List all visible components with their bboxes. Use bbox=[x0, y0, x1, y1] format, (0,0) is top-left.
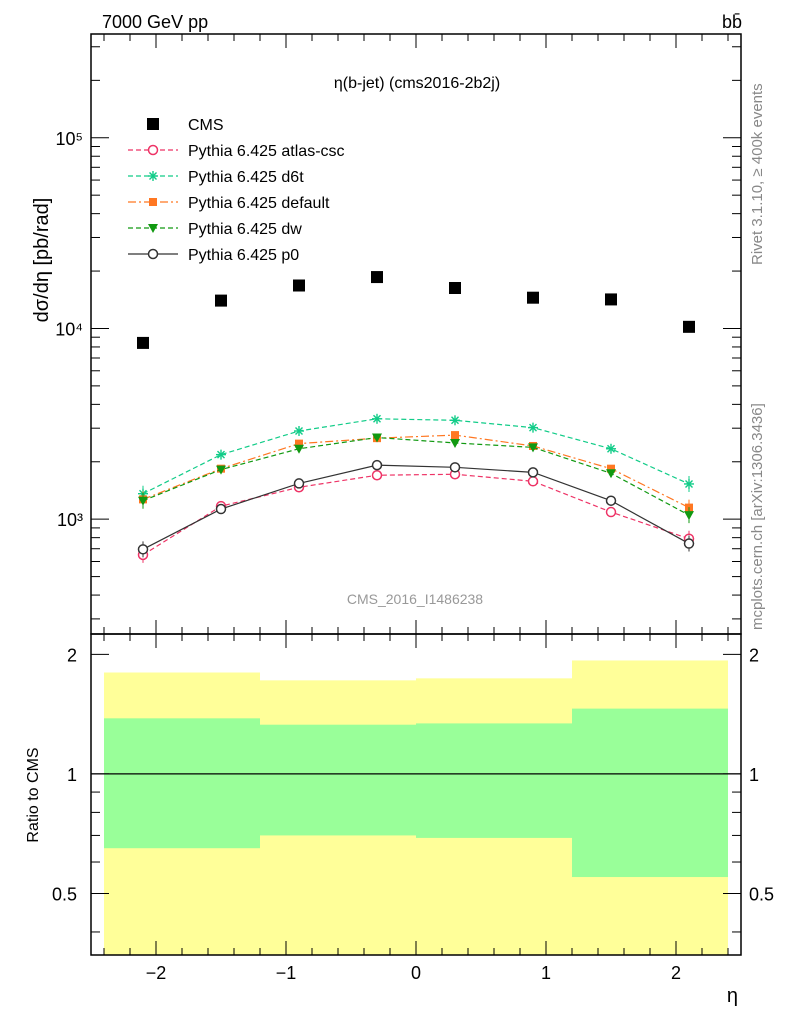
ratio-y-tick-label: 2 bbox=[67, 645, 77, 665]
data-point bbox=[606, 443, 616, 454]
chart-title: η(b-jet) (cms2016-2b2j) bbox=[334, 75, 500, 92]
ratio-inner-band bbox=[104, 718, 260, 849]
data-point bbox=[450, 438, 460, 448]
data-point bbox=[147, 118, 159, 130]
ratio-inner-band bbox=[572, 708, 728, 878]
ratio-y-tick-label: 0.5 bbox=[52, 884, 77, 904]
data-point bbox=[371, 459, 383, 471]
data-point bbox=[372, 433, 382, 443]
data-point bbox=[295, 439, 303, 448]
legend-entry: Pythia 6.425 dw bbox=[128, 221, 302, 238]
data-point bbox=[294, 425, 304, 436]
ratio-inner-band bbox=[260, 724, 416, 836]
x-tick-label: 1 bbox=[541, 963, 551, 983]
x-tick-label: 0 bbox=[411, 963, 421, 983]
legend-entry: Pythia 6.425 atlas-csc bbox=[128, 143, 345, 160]
x-tick-label: −2 bbox=[146, 963, 167, 983]
data-point bbox=[148, 224, 158, 233]
data-point bbox=[528, 422, 538, 433]
data-point bbox=[605, 293, 617, 306]
data-point bbox=[293, 478, 305, 489]
data-point bbox=[138, 496, 148, 506]
data-point bbox=[449, 462, 461, 473]
data-point bbox=[371, 469, 383, 481]
data-point bbox=[215, 294, 227, 307]
data-point bbox=[528, 443, 538, 453]
data-point bbox=[449, 282, 461, 295]
x-tick-label: −1 bbox=[276, 963, 297, 983]
series-line bbox=[142, 436, 690, 516]
legend-entry: Pythia 6.425 p0 bbox=[128, 247, 299, 264]
data-point bbox=[216, 449, 226, 460]
legend-entry: Pythia 6.425 default bbox=[128, 195, 330, 212]
ratio-inner-band bbox=[416, 723, 572, 838]
data-point bbox=[372, 413, 382, 424]
data-point bbox=[371, 271, 383, 284]
data-point bbox=[215, 503, 227, 515]
series-line bbox=[142, 418, 690, 495]
series-5 bbox=[137, 459, 695, 558]
main-y-axis-label: dσ/dη [pb/rad] bbox=[31, 198, 53, 323]
mcplots-reference-note: mcplots.cern.ch [arXiv:1306.3436] bbox=[749, 403, 766, 630]
series-0 bbox=[137, 271, 695, 349]
series-line bbox=[142, 473, 690, 556]
legend-entry: Pythia 6.425 d6t bbox=[128, 169, 304, 186]
legend-label: Pythia 6.425 d6t bbox=[188, 169, 304, 186]
ratio-y-axis-label: Ratio to CMS bbox=[25, 747, 42, 842]
series-line bbox=[142, 464, 690, 550]
data-point bbox=[527, 476, 539, 487]
ratio-y-tick-label-right: 1 bbox=[749, 765, 759, 785]
legend-label: Pythia 6.425 atlas-csc bbox=[188, 143, 345, 160]
data-point bbox=[683, 320, 695, 333]
data-point bbox=[137, 544, 149, 555]
data-point bbox=[684, 478, 694, 489]
legend: CMS Pythia 6.425 atlas-csc Pythia 6.425 d6… bbox=[128, 117, 345, 264]
series-line bbox=[142, 434, 690, 509]
data-point bbox=[450, 415, 460, 426]
data-point bbox=[606, 469, 616, 479]
ratio-y-tick-label-right: 0.5 bbox=[749, 884, 774, 904]
data-point bbox=[293, 279, 305, 292]
data-point bbox=[137, 336, 149, 349]
data-point bbox=[147, 144, 159, 156]
data-point bbox=[605, 495, 617, 506]
data-point bbox=[684, 511, 694, 521]
ratio-y-tick-label-right: 2 bbox=[749, 645, 759, 665]
series-4 bbox=[138, 433, 694, 524]
chart-watermark: CMS_2016_I1486238 bbox=[347, 591, 483, 607]
legend-label: Pythia 6.425 default bbox=[188, 195, 330, 212]
data-point bbox=[148, 171, 158, 181]
data-point bbox=[216, 465, 226, 475]
data-point bbox=[149, 198, 157, 206]
header-energy-label: 7000 GeV pp bbox=[102, 12, 208, 32]
x-axis-label: η bbox=[727, 985, 738, 1007]
legend-label: CMS bbox=[188, 117, 224, 134]
legend-label: Pythia 6.425 dw bbox=[188, 221, 302, 238]
data-point bbox=[527, 291, 539, 304]
main-plot: CMS_2016_I1486238 η(b-jet) (cms2016-2b2j… bbox=[31, 33, 742, 635]
ratio-y-tick-label: 1 bbox=[67, 765, 77, 785]
data-point bbox=[451, 431, 459, 440]
data-point bbox=[607, 464, 615, 473]
data-point bbox=[527, 467, 539, 478]
main-y-tick-label: 10³ bbox=[57, 510, 83, 530]
main-y-tick-label: 10⁴ bbox=[55, 319, 83, 339]
data-point bbox=[147, 248, 159, 260]
legend-label: Pythia 6.425 p0 bbox=[188, 247, 299, 264]
ratio-plot: −2 −1 0 1 2 0.5 0.5 1 1 2 2 Ratio to CMS η bbox=[25, 633, 774, 1007]
rivet-version-note: Rivet 3.1.10, ≥ 400k events bbox=[749, 83, 766, 265]
data-point bbox=[605, 506, 617, 518]
data-point bbox=[683, 538, 695, 549]
main-y-tick-label: 10⁵ bbox=[56, 129, 83, 149]
header-process-label: bb̄ bbox=[722, 12, 742, 32]
x-tick-label: 2 bbox=[671, 963, 681, 983]
data-point bbox=[294, 444, 304, 454]
legend-entry: CMS bbox=[147, 117, 224, 134]
